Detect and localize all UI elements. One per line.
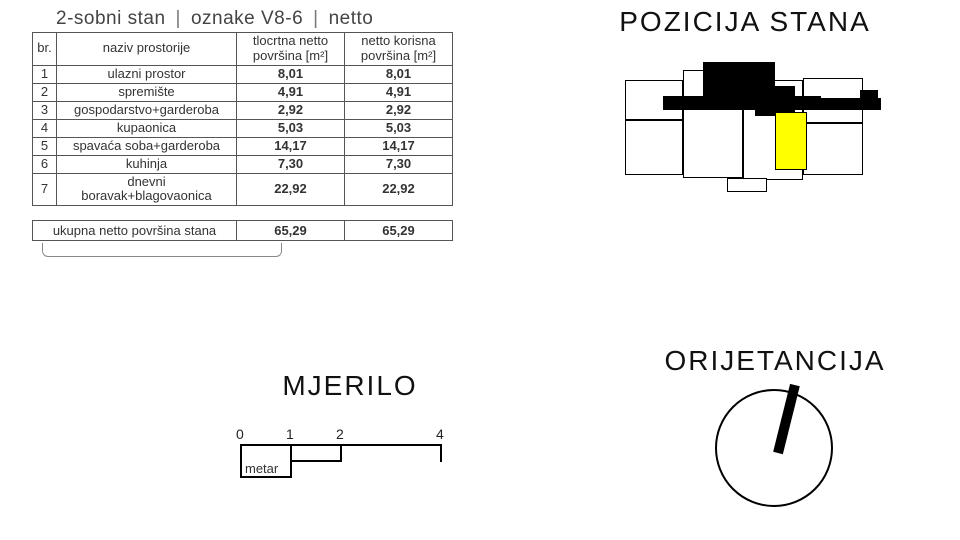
floorplan-room: [803, 123, 863, 175]
room-area-2: 8,01: [345, 65, 453, 83]
room-area-2: 2,92: [345, 101, 453, 119]
position-section: POZICIJA STANA: [560, 6, 930, 200]
col-v2: netto korisna površina [m²]: [345, 33, 453, 66]
floorplan-unit-highlight: [775, 112, 807, 170]
col-name: naziv prostorije: [57, 33, 237, 66]
row-num: 4: [33, 119, 57, 137]
table-title-row: 2-sobni stan | oznake V8-6 | netto: [56, 8, 452, 30]
row-num: 7: [33, 173, 57, 206]
table-row: 2spremište4,914,91: [33, 83, 453, 101]
table-row: 7dnevni boravak+blagovaonica22,9222,92: [33, 173, 453, 206]
table-header-row: br. naziv prostorije tlocrtna netto povr…: [33, 33, 453, 66]
table-row: 6kuhinja7,307,30: [33, 155, 453, 173]
floorplan-room: [727, 178, 767, 192]
col-v1: tlocrtna netto površina [m²]: [237, 33, 345, 66]
room-area-2: 5,03: [345, 119, 453, 137]
room-area-1: 14,17: [237, 137, 345, 155]
scale-tick-label: 1: [286, 426, 294, 442]
table-row: 3gospodarstvo+garderoba2,922,92: [33, 101, 453, 119]
floorplan-core: [821, 98, 881, 110]
room-name: ulazni prostor: [57, 65, 237, 83]
scale-line: [240, 476, 290, 478]
total-v2: 65,29: [345, 221, 453, 241]
room-area-2: 7,30: [345, 155, 453, 173]
room-area-1: 8,01: [237, 65, 345, 83]
scale-tick: [440, 444, 442, 462]
scale-tick-label: 2: [336, 426, 344, 442]
room-area-1: 5,03: [237, 119, 345, 137]
floorplan-room: [625, 120, 683, 175]
rooms-table: br. naziv prostorije tlocrtna netto povr…: [32, 32, 453, 206]
scale-section: MJERILO 0124metar: [200, 370, 500, 482]
netto-label: netto: [329, 8, 374, 30]
totals-table: ukupna netto površina stana 65,29 65,29: [32, 220, 453, 241]
room-name: gospodarstvo+garderoba: [57, 101, 237, 119]
room-name: kuhinja: [57, 155, 237, 173]
room-name: spremište: [57, 83, 237, 101]
scale-title: MJERILO: [200, 370, 500, 402]
separator: |: [303, 8, 328, 30]
table-row: 5spavaća soba+garderoba14,1714,17: [33, 137, 453, 155]
scale-line: [240, 460, 242, 478]
sheet-tab-stub: [42, 243, 282, 257]
row-num: 3: [33, 101, 57, 119]
scale-bar: 0124metar: [240, 442, 460, 482]
room-area-1: 7,30: [237, 155, 345, 173]
scale-tick-label: 4: [436, 426, 444, 442]
row-num: 2: [33, 83, 57, 101]
scale-line: [290, 460, 292, 478]
table-row: 4kupaonica5,035,03: [33, 119, 453, 137]
floorplan-diagram: [605, 50, 885, 200]
room-name: dnevni boravak+blagovaonica: [57, 173, 237, 206]
table-row: 1ulazni prostor8,018,01: [33, 65, 453, 83]
row-num: 6: [33, 155, 57, 173]
position-title: POZICIJA STANA: [560, 6, 930, 38]
room-area-1: 22,92: [237, 173, 345, 206]
row-num: 1: [33, 65, 57, 83]
room-area-1: 4,91: [237, 83, 345, 101]
unit-type-label: 2-sobni stan: [56, 8, 166, 30]
total-label: ukupna netto površina stana: [33, 221, 237, 241]
floorplan-core: [663, 96, 821, 110]
scale-tick: [340, 444, 342, 462]
room-area-2: 4,91: [345, 83, 453, 101]
row-num: 5: [33, 137, 57, 155]
floorplan-core: [860, 90, 878, 98]
compass-diagram: [715, 389, 835, 509]
room-area-2: 14,17: [345, 137, 453, 155]
totals-row: ukupna netto površina stana 65,29 65,29: [33, 221, 453, 241]
separator: |: [166, 8, 191, 30]
scale-tick-label: 0: [236, 426, 244, 442]
orientation-section: ORIJETANCIJA: [610, 345, 940, 509]
scale-line: [290, 460, 340, 462]
area-table-section: 2-sobni stan | oznake V8-6 | netto br. n…: [32, 8, 452, 257]
total-v1: 65,29: [237, 221, 345, 241]
room-area-1: 2,92: [237, 101, 345, 119]
room-name: kupaonica: [57, 119, 237, 137]
scale-unit-label: metar: [245, 461, 278, 476]
room-area-2: 22,92: [345, 173, 453, 206]
unit-code-label: oznake V8-6: [191, 8, 303, 30]
orientation-title: ORIJETANCIJA: [610, 345, 940, 377]
col-br: br.: [33, 33, 57, 66]
room-name: spavaća soba+garderoba: [57, 137, 237, 155]
